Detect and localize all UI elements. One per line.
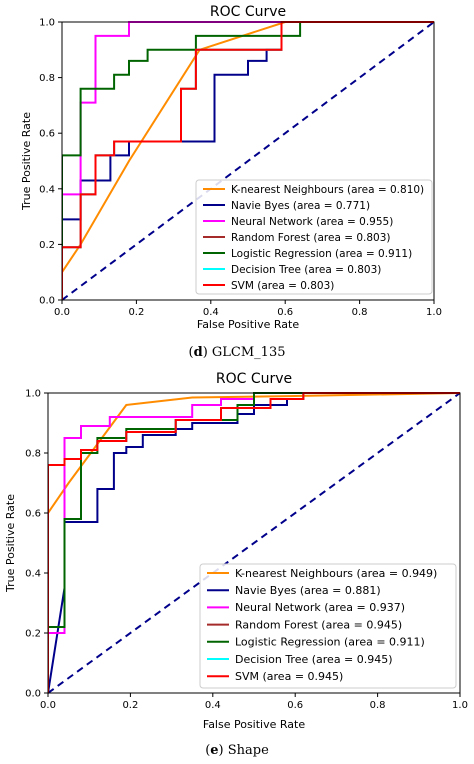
chart-1-y-axis-label: True Positive Rate bbox=[4, 494, 17, 593]
chart-1-legend-box bbox=[199, 563, 457, 689]
chart-1-caption-text: ) Shape bbox=[219, 743, 270, 758]
chart-0-x-tick-label: 0.8 bbox=[352, 307, 368, 318]
chart-1-caption: (e) Shape bbox=[205, 743, 269, 758]
chart-0-caption-prefix: ( bbox=[189, 345, 194, 360]
chart-0-series-line-6 bbox=[62, 21, 434, 300]
chart-0-y-tick-label: 1.0 bbox=[39, 18, 55, 29]
chart-1-x-tick-label: 1.0 bbox=[452, 700, 468, 711]
chart-1: ROC Curve 0.00.0 0.2 0.2 0.4 0.4 0.6 0.6 0.8 0.8 1… bbox=[4, 371, 468, 758]
chart-0-y-tick-label: 0.2 bbox=[39, 240, 55, 251]
chart-1-plot-frame bbox=[47, 392, 461, 694]
chart-0-y-axis-label: True Positive Rate bbox=[20, 112, 33, 211]
chart-0-x-tick-label: 0.4 bbox=[203, 307, 219, 318]
chart-1-series-line-6 bbox=[48, 392, 460, 693]
chart-1-caption-letter: e bbox=[210, 743, 218, 758]
chart-0-legend-box bbox=[195, 179, 433, 295]
chart-0-legend-label: Decision Tree (area = 0.803) bbox=[231, 264, 381, 276]
chart-1-legend-label: Random Forest (area = 0.945) bbox=[235, 618, 402, 631]
chart-1-legend-label: Navie Byes (area = 0.881) bbox=[235, 584, 381, 597]
chart-0-chance-line bbox=[62, 21, 435, 301]
chart-1-x-tick-label: 0.0 bbox=[40, 700, 56, 711]
chart-0-x-tick-label: 0.2 bbox=[128, 307, 144, 318]
chart-0-legend-label: Navie Byes (area = 0.771) bbox=[231, 200, 370, 212]
chart-0-legend-label: Random Forest (area = 0.803) bbox=[231, 232, 391, 244]
chart-1-y-tick-label: 0.8 bbox=[25, 449, 41, 460]
chart-1-caption-prefix: ( bbox=[205, 743, 210, 758]
chart-1-x-tick-label: 0.6 bbox=[287, 700, 303, 711]
chart-1-x-tick-label: 0.4 bbox=[205, 700, 221, 711]
chart-1-legend-label: Logistic Regression (area = 0.911) bbox=[235, 636, 425, 649]
chart-0-y-tick-label: 0.8 bbox=[39, 73, 55, 84]
chart-0-title: ROC Curve bbox=[210, 4, 286, 20]
chart-0-caption-text: ) GLCM_135 bbox=[203, 345, 286, 360]
chart-1-y-tick-label: 0.4 bbox=[25, 569, 41, 580]
chart-1-y-tick-label: 1.0 bbox=[25, 389, 41, 400]
chart-0-legend-label: Neural Network (area = 0.955) bbox=[231, 216, 393, 228]
chart-0-legend-label: Logistic Regression (area = 0.911) bbox=[231, 248, 412, 260]
chart-1-x-tick-label: 0.8 bbox=[370, 700, 386, 711]
chart-0-legend: K-nearest Neighbours (area = 0.810) Navie… bbox=[195, 179, 433, 295]
chart-0-series-line-4 bbox=[62, 21, 434, 300]
chart-1-y-tick-label: 0.6 bbox=[25, 509, 41, 520]
chart-1-legend-label: Decision Tree (area = 0.945) bbox=[235, 653, 393, 666]
chart-0-legend-label: SVM (area = 0.803) bbox=[231, 280, 334, 292]
chart-0-plot-frame bbox=[61, 21, 435, 301]
chart-0: ROC Curve 0.00.0 0.2 0.2 0.4 0.4 0.6 0.6 0.8 0.8 1… bbox=[20, 4, 442, 360]
chart-0-x-tick-label: 0.6 bbox=[277, 307, 293, 318]
chart-0-x-axis-label: False Positive Rate bbox=[197, 318, 299, 331]
chart-1-y-tick-label: 0.0 bbox=[25, 689, 41, 700]
chart-1-legend: K-nearest Neighbours (area = 0.949) Navie… bbox=[199, 563, 457, 689]
chart-1-legend-label: SVM (area = 0.945) bbox=[235, 670, 343, 683]
chart-1-y-tick-label: 0.2 bbox=[25, 629, 41, 640]
chart-1-chance-line bbox=[48, 392, 461, 694]
chart-0-y-tick-label: 0.6 bbox=[39, 129, 55, 140]
chart-0-x-tick-label: 1.0 bbox=[426, 307, 442, 318]
chart-0-legend-label: K-nearest Neighbours (area = 0.810) bbox=[231, 184, 424, 196]
chart-0-caption-letter: d bbox=[194, 345, 203, 360]
chart-1-legend-label: Neural Network (area = 0.937) bbox=[235, 601, 405, 614]
chart-0-y-tick-label: 0.4 bbox=[39, 184, 55, 195]
chart-0-y-tick-label: 0.0 bbox=[39, 296, 55, 307]
chart-0-x-tick-label: 0.0 bbox=[54, 307, 70, 318]
chart-1-x-tick-label: 0.2 bbox=[122, 700, 138, 711]
chart-1-title: ROC Curve bbox=[216, 371, 292, 387]
chart-0-caption: (d) GLCM_135 bbox=[189, 345, 286, 360]
chart-1-series-line-2 bbox=[48, 392, 460, 634]
chart-1-legend-label: K-nearest Neighbours (area = 0.949) bbox=[235, 567, 437, 580]
chart-1-x-axis-label: False Positive Rate bbox=[203, 718, 305, 731]
chart-0-series-line-2 bbox=[62, 21, 434, 300]
